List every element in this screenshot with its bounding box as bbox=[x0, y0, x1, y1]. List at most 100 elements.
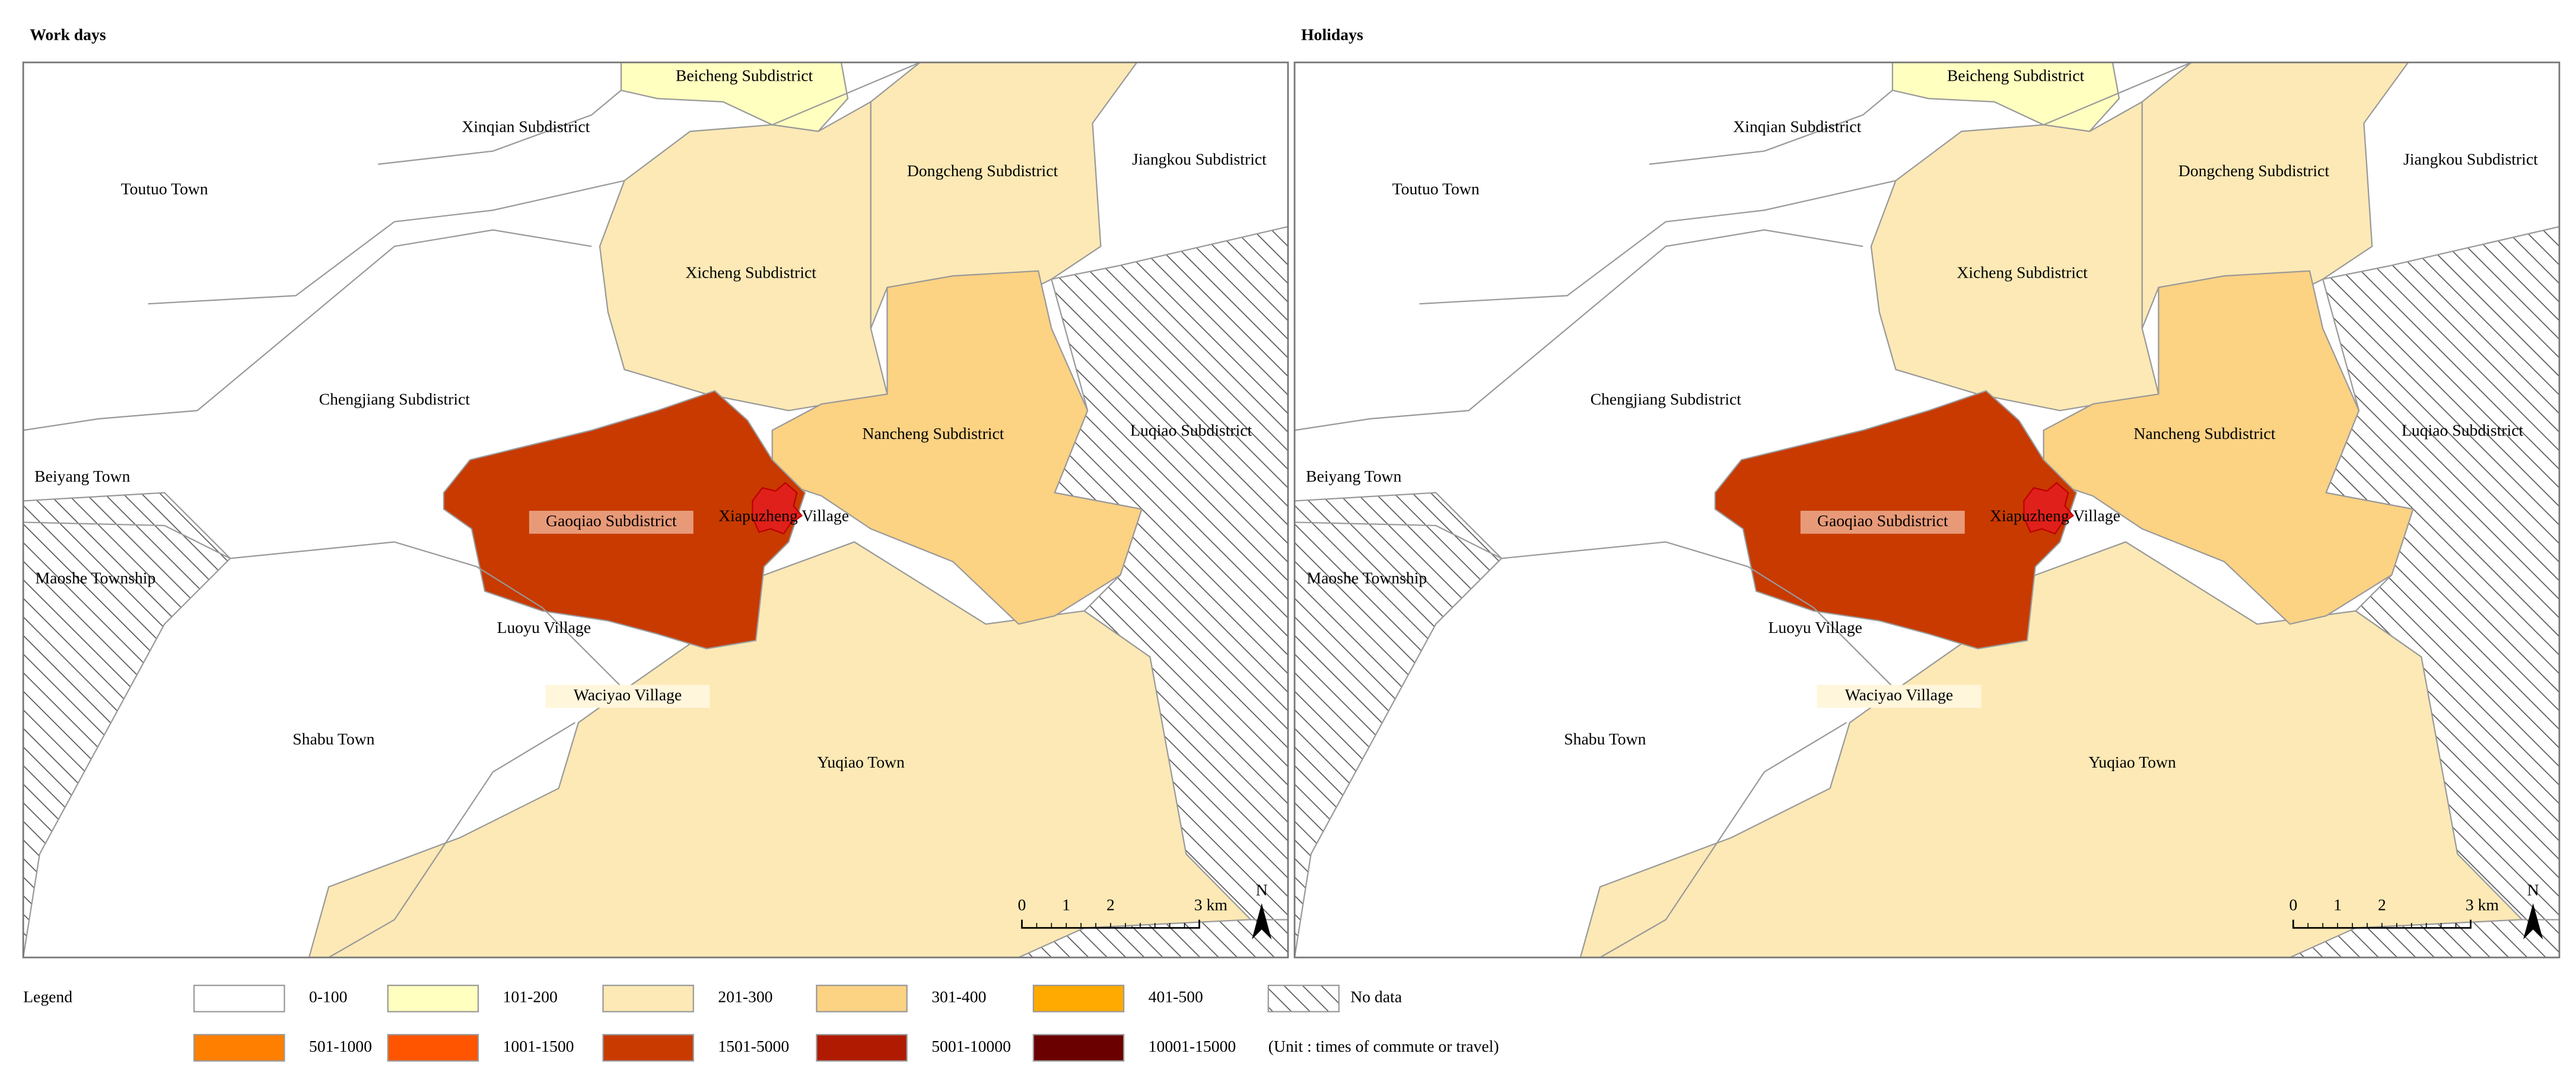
map-panel: Work days Beicheng Subdistrict Xinqian Sub… bbox=[22, 25, 1289, 959]
boundary bbox=[772, 62, 921, 126]
region-label: Nancheng Subdistrict bbox=[862, 424, 1004, 443]
panel-title: Work days bbox=[30, 25, 106, 43]
region-label: Maoshe Township bbox=[1306, 569, 1427, 587]
region-label: Jiangkou Subdistrict bbox=[2403, 150, 2538, 168]
legend-label: 101-200 bbox=[503, 988, 558, 1006]
legend-label: 10001-15000 bbox=[1149, 1037, 1236, 1055]
region-label: Beicheng Subdistrict bbox=[1947, 66, 2085, 84]
region-label: Beicheng Subdistrict bbox=[676, 66, 813, 84]
boundary bbox=[23, 521, 395, 559]
north-label: N bbox=[1256, 881, 1268, 899]
map-area bbox=[1295, 62, 2559, 958]
unit-note: (Unit : times of commute or travel) bbox=[1268, 1037, 1499, 1055]
boundary bbox=[2043, 62, 2192, 126]
legend-swatch bbox=[193, 1034, 285, 1062]
region-label: Luqiao Subdistrict bbox=[2402, 421, 2524, 440]
region-label: Toutuo Town bbox=[121, 180, 208, 198]
region-xiapuzheng bbox=[752, 482, 803, 535]
map-frame bbox=[1293, 61, 2561, 959]
label-background bbox=[1800, 511, 1965, 534]
region-label: Gaoqiao Subdistrict bbox=[1817, 511, 1948, 530]
region-label: Waciyao Village bbox=[1845, 685, 1953, 704]
boundary bbox=[1599, 722, 1847, 958]
region-luqiao bbox=[2321, 225, 2559, 958]
legend-label: 401-500 bbox=[1149, 988, 1203, 1006]
hatch-bottom bbox=[1018, 919, 1288, 958]
scale-label: 1 bbox=[1062, 896, 1070, 914]
boundary bbox=[328, 722, 575, 958]
boundary bbox=[148, 180, 625, 305]
region-label: Waciyao Village bbox=[574, 685, 682, 704]
legend-swatch-no-data bbox=[1267, 985, 1340, 1013]
legend-label: 201-300 bbox=[718, 988, 772, 1006]
region-label: Chengjiang Subdistrict bbox=[1591, 390, 1742, 408]
legend-swatch bbox=[602, 1034, 694, 1062]
region-label: Toutuo Town bbox=[1392, 180, 1480, 198]
region-nancheng bbox=[771, 270, 1143, 625]
legend-label: 1001-1500 bbox=[503, 1037, 574, 1055]
legend-swatch bbox=[1032, 1034, 1125, 1062]
region-label: Maoshe Township bbox=[36, 569, 156, 587]
region-nancheng bbox=[2043, 270, 2414, 625]
legend-swatch bbox=[816, 985, 908, 1013]
region-label: Xiapuzheng Village bbox=[718, 506, 849, 524]
legend-title: Legend bbox=[23, 988, 72, 1006]
region-label: Xinqian Subdistrict bbox=[462, 117, 590, 135]
region-label: Xicheng Subdistrict bbox=[685, 263, 816, 282]
scale-label: 0 bbox=[1018, 896, 1026, 914]
region-label: Dongcheng Subdistrict bbox=[2179, 161, 2330, 180]
boundary bbox=[394, 541, 625, 690]
region-label: Xicheng Subdistrict bbox=[1957, 263, 2088, 282]
scale-label: 0 bbox=[2289, 896, 2297, 914]
region-label: Luoyu Village bbox=[1769, 618, 1862, 636]
north-label: N bbox=[2527, 881, 2539, 899]
boundary bbox=[378, 90, 622, 165]
region-label: Nancheng Subdistrict bbox=[2133, 424, 2275, 443]
map-panel: Holidays Beicheng Subdistrict Xinqian Subd… bbox=[1293, 25, 2561, 959]
label-background bbox=[1817, 685, 1982, 708]
region-label: Shabu Town bbox=[1564, 730, 1646, 748]
legend-label: 1501-5000 bbox=[718, 1037, 789, 1055]
boundary bbox=[1295, 229, 1863, 431]
label-background bbox=[545, 685, 710, 708]
north-arrow bbox=[2523, 903, 2543, 940]
region-label: Luoyu Village bbox=[497, 618, 591, 636]
scale-label: 1 bbox=[2333, 896, 2342, 914]
scale-label: 2 bbox=[1106, 896, 1115, 914]
legend-swatch bbox=[816, 1034, 908, 1062]
legend-label: 301-400 bbox=[931, 988, 986, 1006]
panel-title: Holidays bbox=[1301, 25, 1363, 43]
hatch-bottom bbox=[2289, 919, 2559, 958]
legend-swatch bbox=[387, 1034, 479, 1062]
region-label: Gaoqiao Subdistrict bbox=[546, 511, 677, 530]
region-label: Luqiao Subdistrict bbox=[1130, 421, 1252, 440]
region-label: Xinqian Subdistrict bbox=[1733, 117, 1861, 135]
scale-label: 3 km bbox=[2466, 896, 2499, 914]
boundary bbox=[1665, 541, 1897, 690]
legend-label: 501-1000 bbox=[309, 1037, 372, 1055]
legend-swatch bbox=[602, 985, 694, 1013]
boundary bbox=[23, 229, 592, 431]
map-area bbox=[23, 62, 1288, 958]
legend-label: 0-100 bbox=[309, 988, 348, 1006]
boundary bbox=[1295, 521, 1666, 559]
region-label: Shabu Town bbox=[292, 730, 374, 748]
legend-swatch bbox=[387, 985, 479, 1013]
boundary bbox=[1649, 90, 1893, 165]
legend-swatch bbox=[193, 985, 285, 1013]
region-label: Chengjiang Subdistrict bbox=[319, 390, 470, 408]
map-frame bbox=[22, 61, 1289, 959]
region-luqiao bbox=[1050, 225, 1288, 958]
region-maoshe bbox=[23, 492, 231, 958]
region-label: Beiyang Town bbox=[1306, 467, 1401, 485]
region-label: Yuqiao Town bbox=[2088, 753, 2176, 771]
region-label: Xiapuzheng Village bbox=[1990, 506, 2120, 524]
region-label: Dongcheng Subdistrict bbox=[907, 161, 1058, 180]
scale-label: 3 km bbox=[1194, 896, 1228, 914]
north-arrow bbox=[1252, 903, 1272, 940]
label-background bbox=[529, 511, 694, 534]
region-maoshe bbox=[1295, 492, 1503, 958]
legend-swatch bbox=[1032, 985, 1125, 1013]
legend-label: 5001-10000 bbox=[931, 1037, 1011, 1055]
